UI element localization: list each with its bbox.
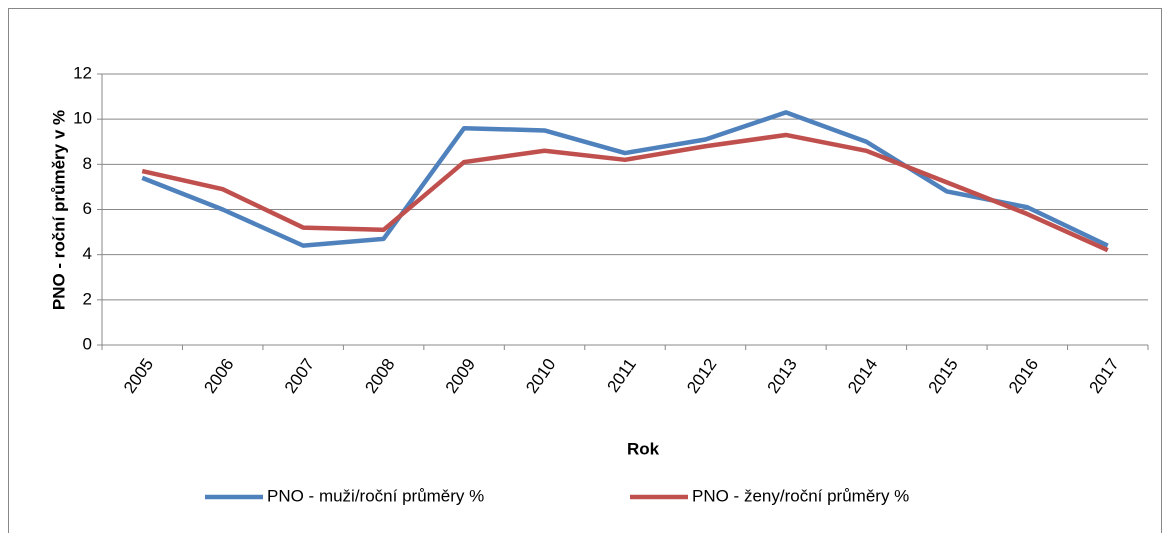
y-tick-label: 6 xyxy=(83,199,92,218)
y-tick-label: 12 xyxy=(73,63,92,82)
y-tick-label: 4 xyxy=(83,244,92,263)
x-axis-title: Rok xyxy=(627,439,660,458)
y-tick-label: 8 xyxy=(83,154,92,173)
chart-border xyxy=(8,8,1162,538)
series-line xyxy=(141,110,1109,248)
y-tick-label: 2 xyxy=(83,289,92,308)
series-line xyxy=(141,132,1109,253)
y-tick-label: 0 xyxy=(83,334,92,353)
y-tick-label: 10 xyxy=(73,109,92,128)
legend-label: PNO - ženy/roční průměry % xyxy=(692,486,909,505)
legend-label: PNO - muži/roční průměry % xyxy=(267,486,484,505)
y-axis-title: PNO - roční průměry v % xyxy=(49,110,68,310)
